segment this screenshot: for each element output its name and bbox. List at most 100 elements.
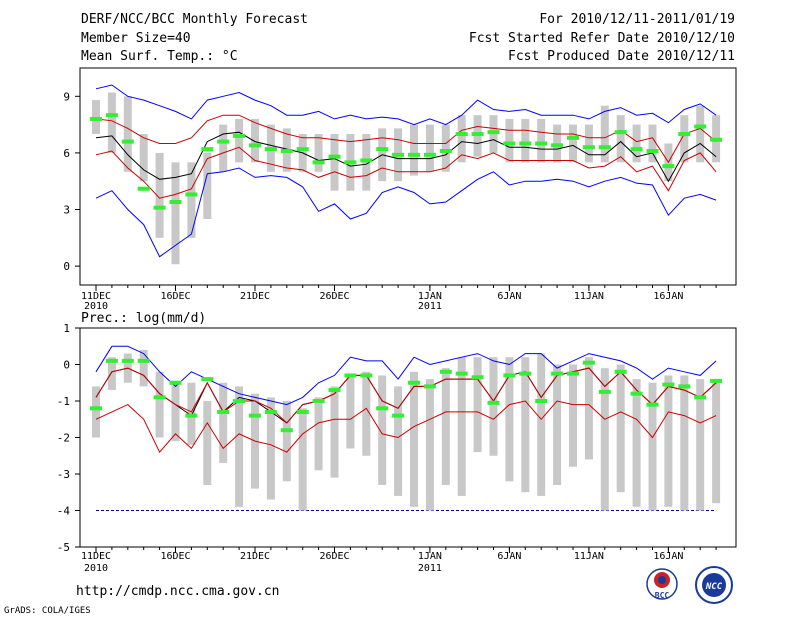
obs-marker <box>551 371 564 376</box>
member-size: Member Size=40 <box>81 31 191 46</box>
x-tick-label: 16DEC <box>160 551 190 562</box>
y-tick-label: 0 <box>63 260 70 273</box>
obs-marker <box>121 358 134 363</box>
x-tick-year: 2011 <box>418 301 442 312</box>
bcc-logo-text: BCC <box>655 591 670 600</box>
obs-marker <box>217 409 230 414</box>
ensemble-range-bar <box>298 408 307 511</box>
y-tick-label: -3 <box>57 468 70 481</box>
y-tick-label: 9 <box>63 90 70 103</box>
series-line-min <box>95 167 717 258</box>
ensemble-range-bar <box>187 162 196 238</box>
ensemble-range-bar <box>139 349 148 387</box>
ensemble-range-bar <box>537 353 546 496</box>
ensemble-range-bar <box>600 105 609 163</box>
obs-marker <box>646 402 659 407</box>
ncc-logo-globe <box>702 573 726 597</box>
source-url[interactable]: http://cmdp.ncc.cma.gov.cn <box>76 584 280 599</box>
chart-title: DERF/NCC/BCC Monthly Forecast <box>81 12 308 27</box>
obs-marker <box>280 149 293 154</box>
obs-marker <box>439 149 452 154</box>
y-tick-label: 6 <box>63 147 70 160</box>
forecast-period: For 2010/12/11-2011/01/19 <box>539 12 735 27</box>
obs-marker <box>471 375 484 380</box>
ensemble-range-bar <box>457 115 466 163</box>
obs-marker <box>423 384 436 389</box>
obs-marker <box>535 141 548 146</box>
obs-marker <box>614 130 627 135</box>
ensemble-range-bar <box>330 386 339 478</box>
obs-marker <box>678 384 691 389</box>
forecast-started-date: Fcst Started Refer Date 2010/12/10 <box>468 31 735 46</box>
x-tick-label: 11DEC <box>81 551 111 562</box>
obs-marker <box>360 373 373 378</box>
ensemble-range-bar <box>330 134 339 191</box>
ensemble-range-bar <box>203 401 212 485</box>
x-tick-label: 1JAN <box>418 291 442 302</box>
ensemble-range-bar <box>107 92 116 153</box>
ensemble-range-bar <box>616 115 625 163</box>
ensemble-range-bar <box>584 124 593 163</box>
obs-marker <box>582 360 595 365</box>
bcc-logo-core <box>658 576 666 584</box>
obs-marker <box>408 152 420 157</box>
ensemble-range-bar <box>473 357 482 453</box>
ensemble-range-bar <box>314 397 323 471</box>
series-line-max <box>95 345 717 406</box>
obs-marker <box>662 164 675 169</box>
obs-marker <box>519 141 532 146</box>
x-tick-label: 21DEC <box>240 551 270 562</box>
obs-marker <box>503 373 516 378</box>
x-tick-label: 11JAN <box>574 551 604 562</box>
ensemble-range-bar <box>171 382 180 442</box>
obs-marker <box>328 154 341 159</box>
obs-marker <box>169 199 182 204</box>
x-tick-year: 2010 <box>84 563 108 574</box>
obs-marker <box>233 399 246 403</box>
obs-marker <box>233 133 246 138</box>
ensemble-range-bar <box>569 124 577 163</box>
ensemble-range-bar <box>410 371 418 507</box>
ensemble-range-bar <box>107 357 116 391</box>
obs-marker <box>249 143 261 148</box>
obs-marker <box>535 399 548 403</box>
x-tick-label: 16JAN <box>653 291 683 302</box>
ensemble-range-bar <box>251 118 259 163</box>
obs-marker <box>614 369 627 374</box>
obs-marker <box>201 377 214 382</box>
obs-marker <box>280 428 293 433</box>
y-tick-label: 0 <box>63 359 70 372</box>
x-tick-label: 1JAN <box>418 551 442 562</box>
obs-marker <box>710 378 723 383</box>
obs-marker <box>201 147 214 152</box>
ensemble-range-bar <box>171 162 180 265</box>
y-tick-label: -5 <box>57 541 70 554</box>
obs-marker <box>392 413 405 418</box>
ensemble-range-bar <box>346 375 355 449</box>
obs-marker <box>249 413 261 418</box>
ensemble-range-bar <box>441 368 450 485</box>
obs-marker <box>90 116 102 121</box>
obs-marker <box>344 373 357 378</box>
ensemble-range-bar <box>394 386 403 496</box>
ensemble-range-bar <box>235 386 244 507</box>
obs-marker <box>678 132 691 137</box>
ensemble-range-bar <box>219 382 228 464</box>
ensemble-range-bar <box>282 401 291 482</box>
obs-marker <box>567 371 579 376</box>
series-line-mean <box>95 131 717 183</box>
obs-marker <box>551 143 564 148</box>
ensemble-range-bar <box>664 375 673 507</box>
obs-marker <box>630 147 643 152</box>
x-tick-label: 6JAN <box>497 551 521 562</box>
obs-marker <box>344 160 357 165</box>
obs-marker <box>376 147 389 152</box>
obs-marker <box>264 409 277 414</box>
obs-marker <box>137 186 150 191</box>
obs-marker <box>487 400 500 405</box>
obs-marker <box>121 139 134 144</box>
obs-marker <box>487 130 500 135</box>
ensemble-range-bar <box>680 375 689 511</box>
y-tick-label: -2 <box>57 432 70 445</box>
obs-marker <box>153 395 166 400</box>
